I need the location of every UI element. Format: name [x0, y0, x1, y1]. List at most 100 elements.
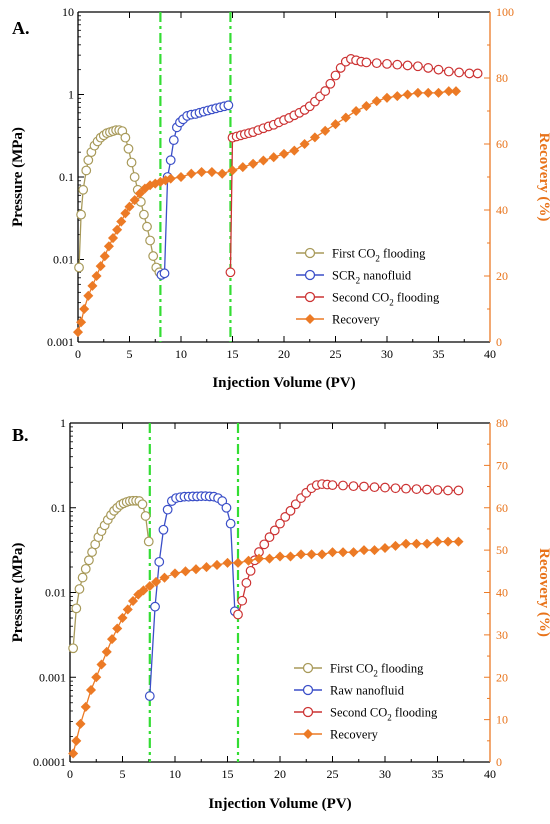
data-point: [348, 481, 359, 492]
x-tick-label: 35: [433, 347, 445, 361]
data-point: [454, 67, 465, 78]
legend-label: Raw nanofluid: [330, 684, 405, 698]
data-point: [369, 545, 380, 556]
legend-label: Recovery: [332, 313, 381, 327]
data-point: [371, 58, 382, 69]
data-point: [77, 572, 88, 583]
y-right-tick-label: 20: [496, 670, 508, 684]
data-point: [361, 101, 372, 112]
data-point: [390, 540, 401, 551]
data-point: [123, 143, 134, 154]
data-point: [289, 145, 300, 156]
data-point: [74, 584, 85, 594]
data-point: [400, 538, 412, 549]
data-point: [278, 148, 290, 159]
data-point: [337, 547, 349, 558]
data-point: [423, 63, 434, 73]
data-point: [76, 317, 87, 328]
data-point: [309, 132, 320, 143]
y-right-tick-label: 50: [496, 543, 508, 557]
data-point: [401, 483, 411, 494]
data-point: [83, 155, 94, 166]
data-point: [165, 155, 176, 166]
x-axis-label: Injection Volume (PV): [212, 375, 355, 391]
data-point: [464, 68, 475, 79]
x-tick-label: 5: [120, 767, 126, 781]
data-point: [264, 553, 275, 564]
legend-label: Second CO2 flooding: [332, 291, 440, 308]
data-point: [144, 691, 155, 701]
legend-marker: [304, 247, 316, 259]
data-point: [361, 57, 372, 68]
y-right-tick-label: 80: [496, 71, 508, 85]
data-point: [196, 167, 207, 178]
data-point: [432, 485, 443, 495]
data-point: [433, 87, 444, 98]
data-point: [168, 135, 179, 146]
y-right-axis-label: Recovery (%): [536, 548, 550, 637]
data-point: [124, 201, 135, 212]
y-left-axis-label: Pressure (MPa): [10, 543, 26, 643]
series-second_co2: [225, 54, 483, 278]
data-point: [83, 555, 94, 566]
data-point: [129, 195, 140, 206]
panel-b-chart: B.0 5 10 15 20 25 30 35 400.00010.0010.010.11010…: [10, 416, 550, 812]
data-point: [76, 209, 86, 220]
legend-marker: [305, 314, 315, 324]
legend-entry-nanofluid: SCR2 nanofluid: [296, 269, 412, 286]
data-point: [140, 511, 151, 521]
data-point: [421, 538, 433, 549]
data-point: [348, 547, 359, 558]
data-point: [233, 609, 243, 620]
data-point: [402, 89, 413, 100]
y-right-tick-label: 40: [496, 586, 508, 600]
data-point: [306, 549, 317, 560]
x-tick-label: 25: [327, 767, 339, 781]
y-right-tick-label: 0: [496, 335, 502, 349]
series-line: [72, 541, 459, 754]
x-tick-label: 10: [169, 767, 181, 781]
series-nanofluid: [156, 100, 234, 280]
data-point: [413, 61, 423, 72]
data-point: [442, 536, 454, 547]
data-point: [169, 568, 181, 579]
x-axis-label: Injection Volume (PV): [208, 796, 351, 812]
y-right-tick-label: 40: [496, 203, 508, 217]
data-point: [134, 188, 145, 199]
data-point: [371, 96, 382, 107]
data-point: [190, 564, 202, 575]
panel-label: A.: [12, 18, 30, 38]
data-point: [325, 78, 336, 89]
data-point: [472, 68, 483, 79]
data-point: [95, 261, 106, 272]
data-point: [120, 132, 131, 143]
data-point: [120, 208, 131, 219]
data-point: [380, 482, 390, 493]
data-point: [71, 603, 82, 614]
legend-marker: [304, 269, 316, 281]
data-point: [280, 511, 291, 522]
data-point: [206, 167, 217, 178]
data-point: [241, 577, 252, 588]
data-point: [379, 542, 391, 554]
data-point: [107, 233, 119, 244]
data-point: [72, 327, 84, 338]
data-point: [80, 701, 91, 712]
data-point: [83, 290, 94, 301]
data-point: [411, 538, 422, 549]
legend-label: Recovery: [330, 728, 379, 742]
y-left-tick-label: 0.1: [59, 170, 74, 184]
legend: First CO2 flooding SCR2 nanofluid Second C…: [296, 247, 440, 327]
series-recovery: [68, 536, 464, 759]
x-tick-label: 40: [484, 347, 496, 361]
data-point: [327, 480, 338, 491]
data-point: [237, 595, 248, 606]
data-point: [101, 646, 112, 657]
legend-marker: [302, 706, 314, 718]
x-tick-label: 0: [75, 347, 81, 361]
data-point: [129, 172, 140, 182]
x-tick-label: 40: [484, 767, 496, 781]
data-point: [227, 165, 238, 176]
data-point: [81, 165, 92, 176]
data-point: [422, 484, 432, 495]
